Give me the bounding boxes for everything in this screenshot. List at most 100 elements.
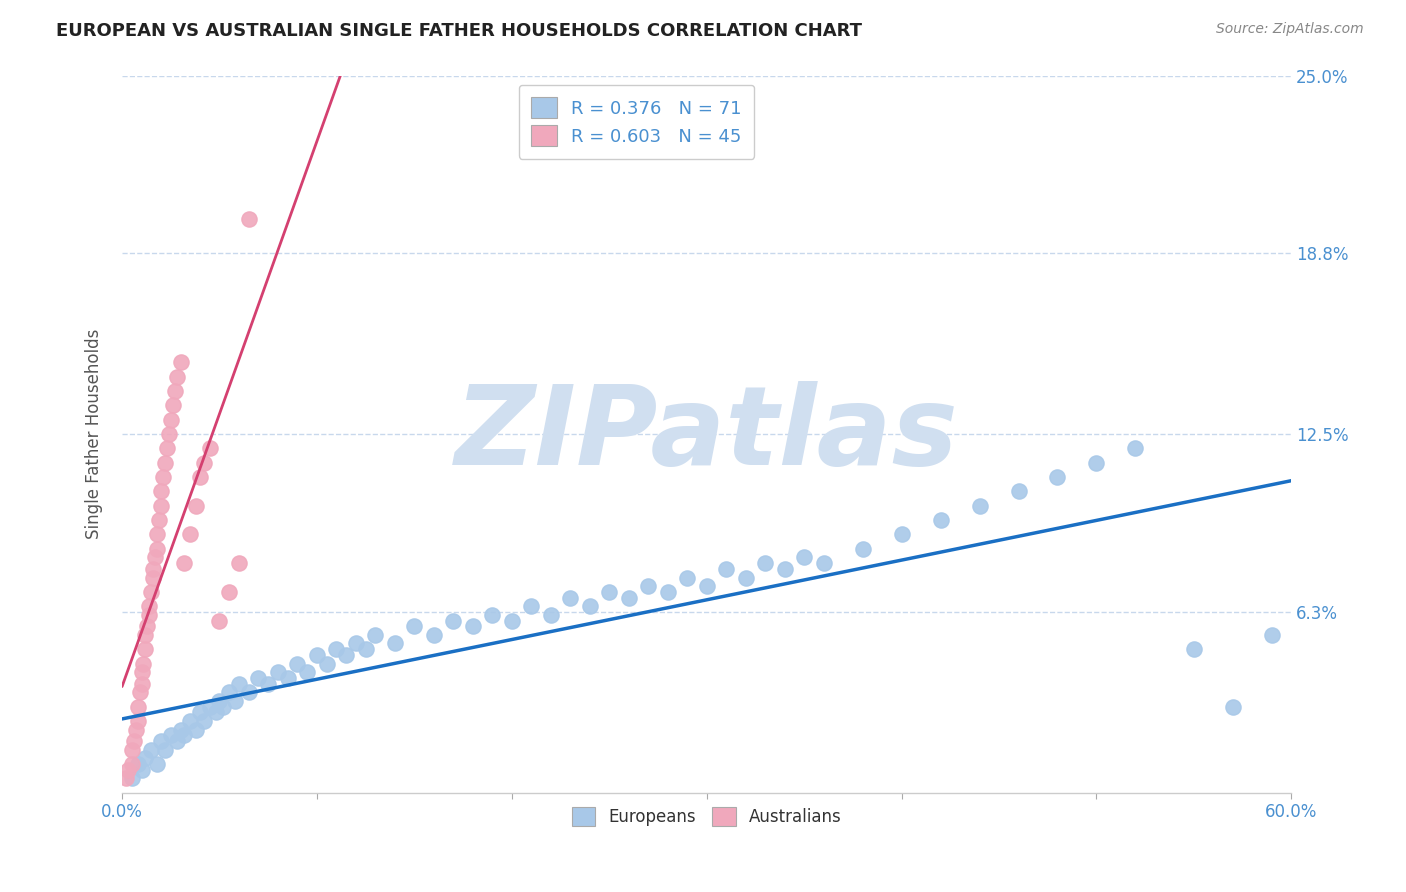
Point	[128, 685, 150, 699]
Point	[127, 714, 149, 728]
Point	[166, 369, 188, 384]
Point	[734, 570, 756, 584]
Point	[218, 585, 240, 599]
Point	[169, 723, 191, 737]
Point	[153, 742, 176, 756]
Point	[159, 728, 181, 742]
Point	[146, 756, 169, 771]
Point	[305, 648, 328, 662]
Point	[173, 728, 195, 742]
Point	[134, 751, 156, 765]
Point	[148, 513, 170, 527]
Point	[115, 772, 138, 786]
Point	[1261, 628, 1284, 642]
Point	[441, 614, 464, 628]
Point	[157, 427, 180, 442]
Point	[617, 591, 640, 605]
Point	[1007, 484, 1029, 499]
Point	[132, 657, 155, 671]
Point	[384, 636, 406, 650]
Point	[228, 556, 250, 570]
Point	[578, 599, 600, 614]
Point	[153, 456, 176, 470]
Point	[287, 657, 309, 671]
Point	[162, 398, 184, 412]
Point	[173, 556, 195, 570]
Point	[142, 570, 165, 584]
Point	[1085, 456, 1108, 470]
Point	[364, 628, 387, 642]
Point	[179, 527, 201, 541]
Point	[754, 556, 776, 570]
Point	[163, 384, 186, 398]
Point	[1125, 442, 1147, 456]
Point	[295, 665, 318, 680]
Point	[1182, 642, 1205, 657]
Point	[131, 665, 153, 680]
Point	[208, 694, 231, 708]
Point	[501, 614, 523, 628]
Point	[131, 676, 153, 690]
Point	[423, 628, 446, 642]
Point	[143, 550, 166, 565]
Point	[146, 527, 169, 541]
Point	[208, 614, 231, 628]
Point	[890, 527, 912, 541]
Point	[676, 570, 699, 584]
Point	[335, 648, 357, 662]
Point	[134, 628, 156, 642]
Point	[238, 211, 260, 226]
Point	[714, 562, 737, 576]
Point	[1046, 470, 1069, 484]
Point	[520, 599, 543, 614]
Point	[150, 734, 173, 748]
Point	[267, 665, 290, 680]
Point	[142, 562, 165, 576]
Point	[138, 607, 160, 622]
Point	[127, 756, 149, 771]
Point	[277, 671, 299, 685]
Point	[188, 470, 211, 484]
Point	[193, 456, 215, 470]
Point	[125, 723, 148, 737]
Point	[166, 734, 188, 748]
Point	[131, 763, 153, 777]
Point	[247, 671, 270, 685]
Point	[315, 657, 337, 671]
Point	[156, 442, 179, 456]
Point	[121, 756, 143, 771]
Text: EUROPEAN VS AUSTRALIAN SINGLE FATHER HOUSEHOLDS CORRELATION CHART: EUROPEAN VS AUSTRALIAN SINGLE FATHER HOU…	[56, 22, 862, 40]
Point	[122, 734, 145, 748]
Point	[204, 706, 226, 720]
Point	[212, 699, 235, 714]
Point	[198, 699, 221, 714]
Point	[121, 772, 143, 786]
Point	[1222, 699, 1244, 714]
Point	[138, 599, 160, 614]
Point	[152, 470, 174, 484]
Point	[773, 562, 796, 576]
Point	[184, 723, 207, 737]
Text: Source: ZipAtlas.com: Source: ZipAtlas.com	[1216, 22, 1364, 37]
Point	[813, 556, 835, 570]
Text: ZIPatlas: ZIPatlas	[454, 381, 959, 488]
Point	[159, 413, 181, 427]
Point	[344, 636, 367, 650]
Point	[134, 642, 156, 657]
Point	[560, 591, 582, 605]
Point	[224, 694, 246, 708]
Point	[238, 685, 260, 699]
Point	[325, 642, 347, 657]
Point	[481, 607, 503, 622]
Point	[198, 442, 221, 456]
Point	[257, 676, 280, 690]
Point	[146, 541, 169, 556]
Point	[461, 619, 484, 633]
Point	[150, 484, 173, 499]
Point	[354, 642, 377, 657]
Point	[193, 714, 215, 728]
Point	[218, 685, 240, 699]
Point	[404, 619, 426, 633]
Point	[657, 585, 679, 599]
Point	[637, 579, 659, 593]
